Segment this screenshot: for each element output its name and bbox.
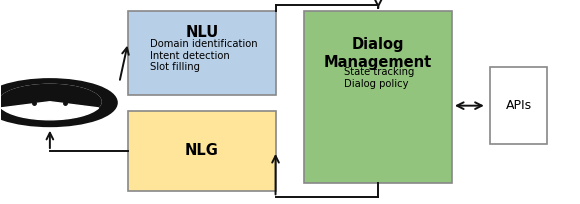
Wedge shape xyxy=(1,102,99,120)
Text: State tracking
Dialog policy: State tracking Dialog policy xyxy=(343,67,414,89)
FancyBboxPatch shape xyxy=(304,11,452,183)
Text: NLG: NLG xyxy=(185,143,219,159)
Text: NLU: NLU xyxy=(185,25,219,40)
FancyBboxPatch shape xyxy=(490,67,548,144)
Text: Dialog
Management: Dialog Management xyxy=(324,37,432,70)
Circle shape xyxy=(0,84,102,120)
FancyBboxPatch shape xyxy=(128,111,276,191)
Circle shape xyxy=(0,84,102,120)
Text: Domain identification
Intent detection
Slot filling: Domain identification Intent detection S… xyxy=(150,39,258,72)
FancyBboxPatch shape xyxy=(128,11,276,95)
Circle shape xyxy=(0,80,117,126)
Text: APIs: APIs xyxy=(506,99,532,112)
